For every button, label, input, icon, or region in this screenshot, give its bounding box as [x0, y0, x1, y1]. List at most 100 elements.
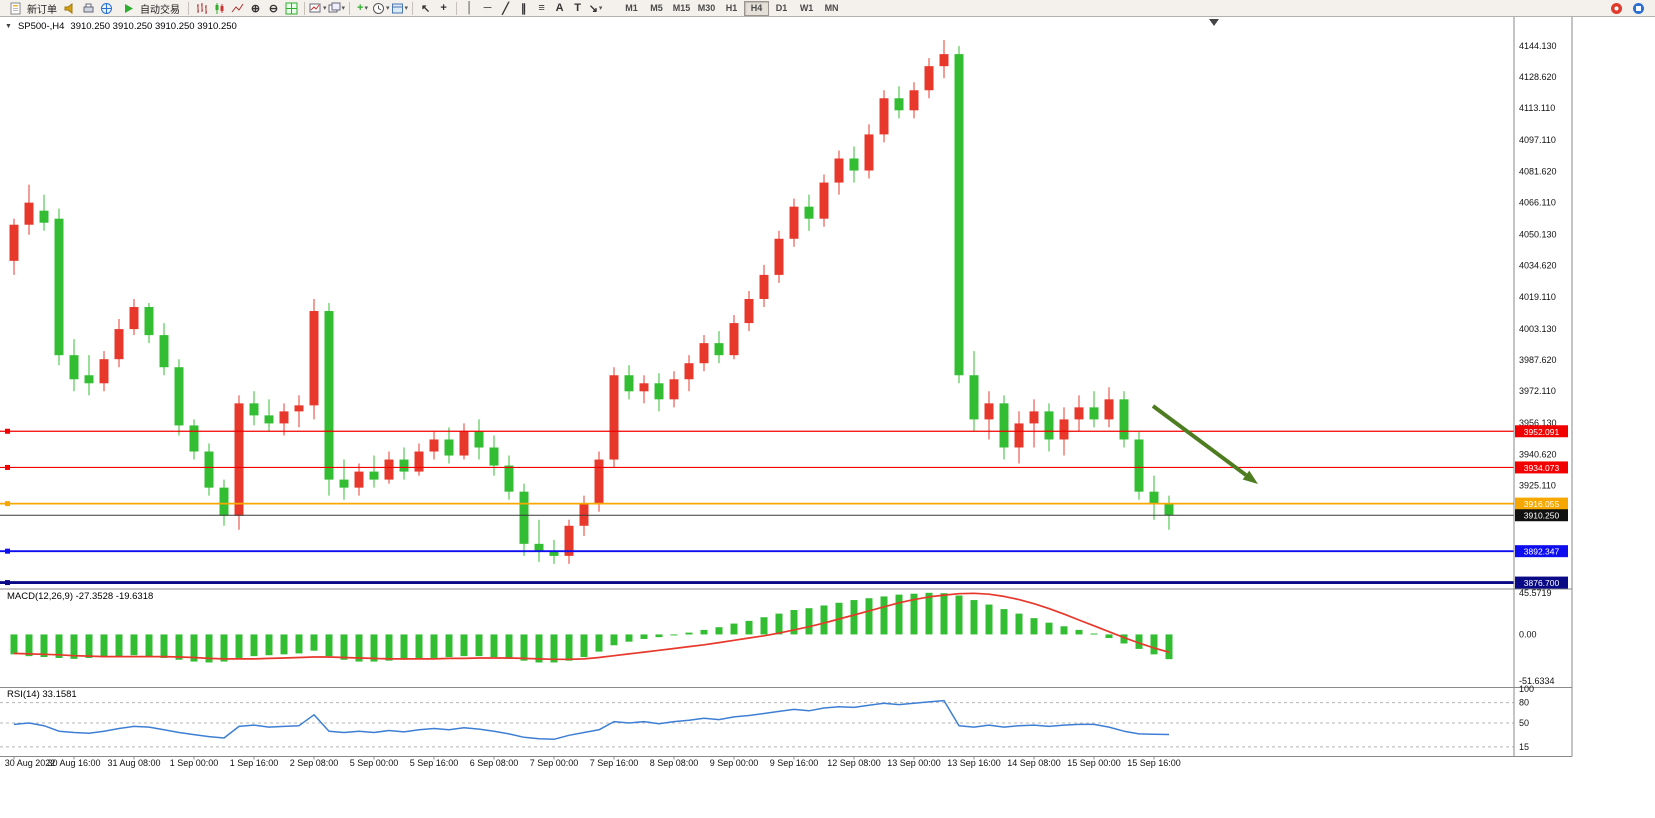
zoom-out-icon[interactable]: ⊖	[268, 2, 279, 15]
channel-tool-icon[interactable]: ∥	[520, 2, 527, 15]
cursor-icon[interactable]: ↖	[420, 2, 431, 15]
community-icon[interactable]	[1630, 1, 1647, 16]
macd-histogram-bar	[85, 634, 93, 658]
line-handle[interactable]	[5, 464, 10, 470]
macd-histogram-bar	[565, 634, 573, 661]
macd-histogram-bar	[520, 634, 528, 661]
indicators-icon[interactable]: + ▾	[357, 2, 368, 14]
chart-header: ▼ SP500-,H4 3910.250 3910.250 3910.250 3…	[5, 21, 237, 32]
price-axis-label: 4128.620	[1519, 72, 1557, 82]
macd-histogram-bar	[325, 634, 333, 657]
tile-windows-icon[interactable]	[283, 1, 300, 16]
print-icon[interactable]	[80, 1, 97, 16]
macd-histogram-bar	[130, 634, 138, 656]
trend-arrow-annotation[interactable]	[1151, 404, 1248, 477]
macd-histogram-bar	[10, 634, 18, 655]
bar-chart-icon[interactable]	[193, 1, 210, 16]
macd-histogram-bar	[685, 632, 693, 635]
line-chart-icon[interactable]	[229, 1, 246, 16]
macd-histogram-bar	[550, 634, 558, 663]
arrows-tool-icon[interactable]: ↘ ▾	[588, 2, 603, 15]
macd-histogram-bar	[655, 634, 663, 638]
price-tag-label: 3916.055	[1524, 499, 1560, 509]
trendline-tool-icon[interactable]: ╱	[502, 2, 509, 15]
new-order-button[interactable]: 新订单	[3, 1, 61, 16]
macd-histogram-bar	[1105, 634, 1113, 639]
timeframe-d1-button[interactable]: D1	[769, 1, 794, 16]
timeframe-mn-button[interactable]: MN	[819, 1, 844, 16]
time-axis-label: 1 Sep 16:00	[230, 758, 279, 768]
candle-body	[504, 465, 514, 492]
line-handle[interactable]	[5, 501, 10, 507]
record-icon[interactable]	[1608, 1, 1625, 16]
timeframe-m15-button[interactable]: M15	[669, 1, 694, 16]
candle-body	[624, 375, 634, 392]
macd-histogram-bar	[40, 634, 48, 658]
macd-histogram-bar	[970, 600, 978, 635]
timeframe-m1-button[interactable]: M1	[619, 1, 644, 16]
time-axis-label: 9 Sep 16:00	[770, 758, 819, 768]
candle-body	[699, 343, 709, 364]
price-axis-label: 4034.620	[1519, 261, 1557, 271]
timeframe-w1-button[interactable]: W1	[794, 1, 819, 16]
fibonacci-tool-icon[interactable]: ≡	[538, 2, 545, 14]
macd-histogram-bar	[400, 634, 408, 660]
candle-body	[1074, 407, 1084, 420]
text-label-tool-icon[interactable]: T	[574, 2, 581, 14]
candle-body	[534, 543, 544, 552]
text-tool-icon[interactable]: A	[555, 2, 564, 14]
timeframe-m5-button[interactable]: M5	[644, 1, 669, 16]
chart-shift-marker[interactable]	[1209, 19, 1219, 26]
line-handle[interactable]	[5, 548, 10, 554]
macd-histogram-bar	[280, 634, 288, 655]
candle-body	[1149, 491, 1159, 504]
macd-histogram-bar	[910, 593, 918, 635]
macd-histogram-bar	[70, 634, 78, 659]
macd-histogram-bar	[745, 620, 753, 635]
zoom-in-icon[interactable]: ⊕	[250, 2, 261, 15]
auto-trading-button[interactable]: 自动交易	[116, 1, 184, 16]
macd-histogram-bar	[370, 634, 378, 662]
macd-histogram-bar	[820, 605, 828, 635]
candle-body	[804, 206, 814, 219]
economic-calendar-icon[interactable]	[98, 1, 115, 16]
price-tag-box	[1515, 576, 1568, 589]
candle-body	[864, 134, 874, 171]
horizontal-line-tool-icon[interactable]: ─	[483, 2, 492, 14]
candlestick-chart-icon[interactable]	[211, 1, 228, 16]
periods-clock-icon[interactable]: ▾	[372, 1, 390, 16]
rsi-axis-label: 80	[1519, 698, 1529, 708]
toolbar-separator	[349, 1, 351, 15]
candle-body	[849, 158, 859, 171]
new-chart-icon[interactable]: ▾	[309, 1, 327, 16]
price-axis-label: 3972.110	[1519, 386, 1556, 396]
candle-body	[639, 383, 649, 392]
line-handle[interactable]	[5, 580, 10, 586]
crosshair-icon[interactable]: +	[440, 2, 447, 14]
candle-body	[774, 238, 784, 275]
sound-alert-icon[interactable]	[62, 1, 79, 16]
macd-histogram-bar	[865, 598, 873, 635]
timeframe-toolbar: M1 M5 M15 M30 H1 H4 D1 W1 MN	[619, 0, 844, 16]
profiles-icon[interactable]: ▾	[328, 1, 345, 16]
vertical-line-tool-icon[interactable]: │	[466, 2, 473, 14]
timeframe-h1-button[interactable]: H1	[719, 1, 744, 16]
auto-trading-play-icon	[120, 1, 137, 16]
timeframe-m30-button[interactable]: M30	[694, 1, 719, 16]
price-axis-label: 3925.110	[1519, 480, 1556, 490]
candle-body	[969, 375, 979, 420]
price-axis-label: 4144.130	[1519, 41, 1557, 51]
candle-body	[354, 471, 364, 488]
time-axis-label: 30 Aug 16:00	[47, 758, 100, 768]
macd-histogram-bar	[1135, 634, 1143, 649]
timeframe-h4-button[interactable]: H4	[744, 0, 770, 16]
line-handle[interactable]	[5, 428, 10, 434]
time-axis-label: 30 Aug 2022	[5, 758, 56, 768]
candle-body	[579, 503, 589, 526]
one-click-collapse-icon[interactable]: ▼	[5, 23, 12, 30]
time-axis-label: 15 Sep 16:00	[1127, 758, 1181, 768]
macd-histogram-bar	[925, 592, 933, 635]
macd-histogram-bar	[760, 617, 768, 635]
templates-icon[interactable]: ▾	[391, 1, 408, 16]
